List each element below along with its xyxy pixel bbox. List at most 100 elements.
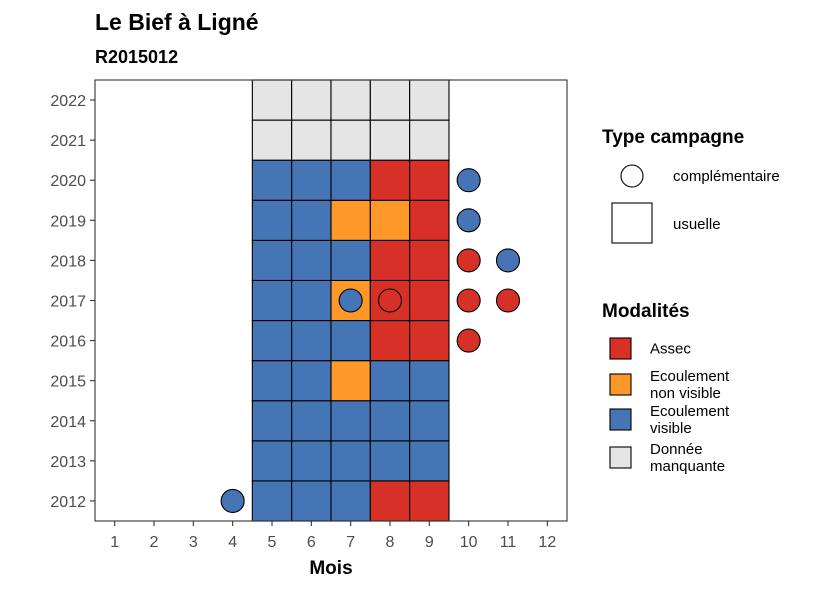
cell-2016-8 xyxy=(369,319,411,362)
legend-label-ecoulement_non_visible-0: Ecoulement xyxy=(650,368,730,385)
cell-2017-9 xyxy=(409,279,450,322)
legend-label-ecoulement_visible-1: visible xyxy=(650,420,692,437)
point-2018-10 xyxy=(456,248,481,273)
cell-2022-5 xyxy=(251,79,293,121)
cell-2020-6 xyxy=(291,159,332,201)
legend-type-title: Type campagne xyxy=(602,127,744,148)
legend-key-donnee_manquante xyxy=(609,446,632,469)
point-2018-11 xyxy=(495,248,521,273)
cell-2020-5 xyxy=(251,159,293,201)
cell-2022-9 xyxy=(409,79,450,121)
cell-2018-6 xyxy=(291,239,332,282)
cell-2016-7 xyxy=(330,319,371,362)
x-tick-label-9: 9 xyxy=(425,534,434,551)
point-2017-7 xyxy=(338,288,363,313)
cell-2021-7 xyxy=(330,119,371,161)
y-tick-label-2016: 2016 xyxy=(50,334,86,351)
cell-2013-7 xyxy=(330,440,371,482)
legend-label-ecoulement_non_visible-1: non visible xyxy=(650,385,721,402)
cell-2021-8 xyxy=(369,119,411,161)
cell-2014-8 xyxy=(369,400,411,442)
y-tick-label-2018: 2018 xyxy=(50,253,86,270)
x-tick-label-5: 5 xyxy=(268,534,277,551)
y-tick-label-2019: 2019 xyxy=(50,213,86,230)
x-tick-label-2: 2 xyxy=(150,534,159,551)
cell-2016-5 xyxy=(251,319,293,362)
x-tick-label-11: 11 xyxy=(500,534,517,551)
cell-2022-6 xyxy=(291,79,332,121)
cell-2012-6 xyxy=(291,480,332,522)
cell-2018-7 xyxy=(330,239,371,282)
legend-key-ecoulement_non_visible xyxy=(609,373,632,396)
cell-2015-7 xyxy=(330,360,371,402)
point-2019-10 xyxy=(456,208,481,233)
point-2020-10 xyxy=(456,168,481,193)
point-2016-10 xyxy=(456,328,481,353)
point-2017-11 xyxy=(495,288,521,313)
cell-2021-5 xyxy=(251,119,293,161)
legend-modalites-title: Modalités xyxy=(602,301,690,322)
axes: 1 2 3 4 5 6 7 8 9 10 11 122012201320142015201620172… xyxy=(50,93,556,551)
cell-2014-5 xyxy=(251,400,293,442)
cell-2019-8 xyxy=(369,199,411,241)
x-tick-label-8: 8 xyxy=(386,534,395,551)
cell-2015-9 xyxy=(409,360,450,402)
x-tick-label-7: 7 xyxy=(346,534,355,551)
cell-2012-9 xyxy=(409,480,450,522)
cell-2019-6 xyxy=(291,199,332,241)
legend-type-label-complementaire: complémentaire xyxy=(673,168,780,185)
complementary-campaign-points xyxy=(220,168,521,514)
legend-type-square-icon xyxy=(611,202,653,244)
cell-2015-8 xyxy=(369,360,411,402)
cell-2021-9 xyxy=(409,119,450,161)
legend-label-donnee_manquante-1: manquante xyxy=(650,458,725,475)
x-tick-label-1: 1 xyxy=(110,534,119,551)
y-tick-label-2012: 2012 xyxy=(50,494,86,511)
legend-key-assec xyxy=(609,337,632,360)
cell-2019-9 xyxy=(409,199,450,241)
y-tick-label-2021: 2021 xyxy=(50,133,86,150)
cell-2014-9 xyxy=(409,400,450,442)
point-2017-8 xyxy=(377,288,403,313)
x-tick-label-12: 12 xyxy=(538,534,556,551)
legend-type-campagne: Type campagne complémentaire usuelle xyxy=(602,127,780,244)
cell-2022-7 xyxy=(330,79,371,121)
cell-2019-5 xyxy=(251,199,293,241)
cell-2015-5 xyxy=(251,360,293,402)
y-tick-label-2013: 2013 xyxy=(50,454,86,471)
cell-2015-6 xyxy=(291,360,332,402)
cell-2017-5 xyxy=(251,279,293,322)
cell-2012-5 xyxy=(251,480,293,522)
cell-2017-6 xyxy=(291,279,332,322)
x-tick-label-6: 6 xyxy=(307,534,316,551)
cell-2018-8 xyxy=(369,239,411,282)
x-tick-label-10: 10 xyxy=(460,534,478,551)
chart-title: Le Bief à Ligné xyxy=(95,9,259,35)
cell-2013-8 xyxy=(369,440,411,482)
cell-2020-9 xyxy=(409,159,450,201)
point-2017-10 xyxy=(456,288,481,313)
x-tick-label-3: 3 xyxy=(189,534,198,551)
point-2012-4 xyxy=(220,488,245,514)
x-axis-title: Mois xyxy=(309,558,352,579)
cell-2016-6 xyxy=(291,319,332,362)
cell-2014-6 xyxy=(291,400,332,442)
usual-campaign-cells xyxy=(251,79,450,522)
cell-2012-7 xyxy=(330,480,371,522)
x-tick-label-4: 4 xyxy=(228,534,237,551)
legend-label-ecoulement_visible-0: Ecoulement xyxy=(650,403,730,420)
cell-2014-7 xyxy=(330,400,371,442)
y-tick-label-2020: 2020 xyxy=(50,173,86,190)
legend-type-label-usuelle: usuelle xyxy=(673,216,721,233)
cell-2018-5 xyxy=(251,239,293,282)
y-tick-label-2014: 2014 xyxy=(50,414,86,431)
cell-2019-7 xyxy=(330,199,371,241)
legend-label-donnee_manquante-0: Donnée xyxy=(650,441,703,458)
cell-2021-6 xyxy=(291,119,332,161)
cell-2013-6 xyxy=(291,440,332,482)
y-tick-label-2017: 2017 xyxy=(50,294,86,311)
y-tick-label-2022: 2022 xyxy=(50,93,86,110)
cell-2013-5 xyxy=(251,440,293,482)
cell-2016-9 xyxy=(409,319,450,362)
